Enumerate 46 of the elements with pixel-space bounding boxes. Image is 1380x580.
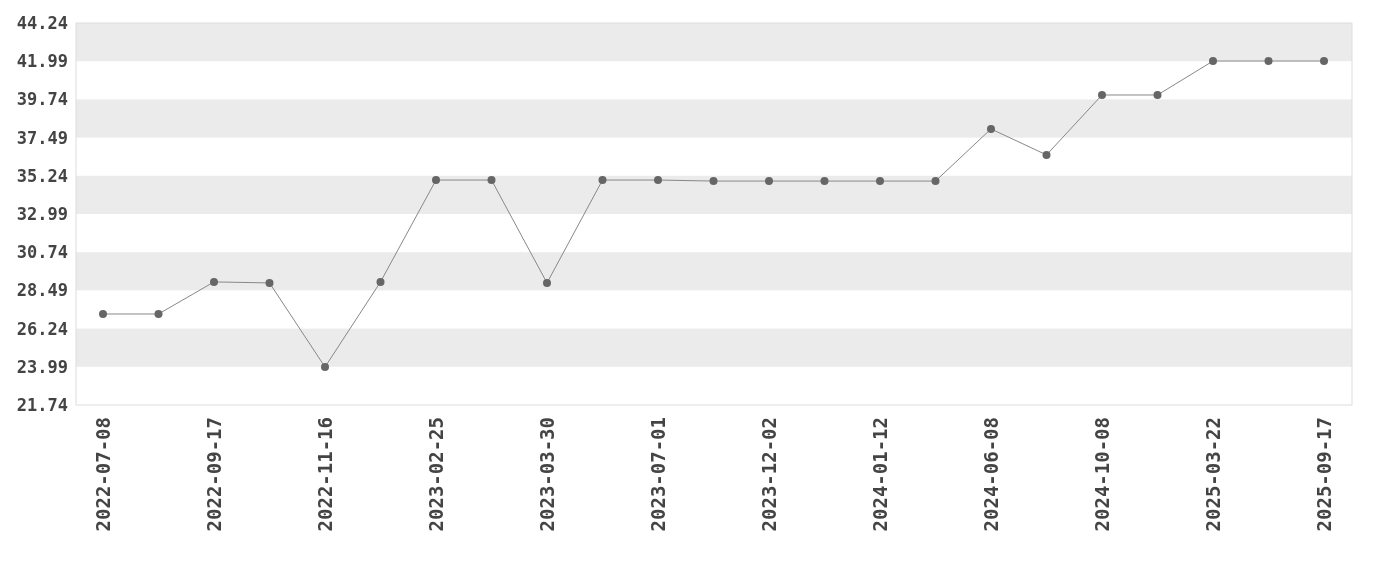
- y-tick-label: 37.49: [16, 127, 68, 148]
- point: [265, 278, 274, 287]
- x-tick-label: 2024-06-08: [979, 417, 1002, 532]
- x-tick-label: 2023-07-01: [646, 417, 669, 532]
- y-tick-label: 39.74: [16, 89, 68, 110]
- point: [1042, 150, 1051, 159]
- y-tick-label: 30.74: [16, 242, 68, 263]
- point: [1153, 90, 1162, 99]
- x-tick-label: 2023-03-30: [535, 417, 558, 532]
- y-tick-label: 41.99: [16, 51, 68, 72]
- y-tick-label: 21.74: [16, 394, 68, 415]
- point: [154, 310, 163, 318]
- y-tick-label: 35.24: [16, 165, 68, 186]
- y-tick-label: 26.24: [16, 318, 68, 339]
- point: [432, 176, 440, 185]
- point: [376, 277, 385, 286]
- point: [487, 176, 496, 185]
- point: [765, 177, 773, 186]
- point: [598, 176, 607, 185]
- point: [987, 124, 995, 133]
- x-tick-label: 2025-09-17: [1312, 417, 1335, 532]
- point: [210, 277, 218, 286]
- x-tick-label: 2023-02-25: [424, 417, 447, 532]
- y-tick-label: 23.99: [16, 356, 68, 377]
- x-tick-label: 2022-07-08: [91, 417, 114, 532]
- x-tick-label: 2024-01-12: [868, 417, 891, 532]
- point: [654, 176, 662, 185]
- y-tick-label: 32.99: [16, 203, 68, 224]
- point: [321, 362, 329, 371]
- point: [1320, 57, 1328, 66]
- point: [1098, 90, 1106, 99]
- x-tick-label: 2025-03-22: [1201, 417, 1224, 532]
- y-tick-label: 28.49: [16, 280, 68, 301]
- point: [543, 278, 551, 287]
- point: [99, 310, 107, 318]
- x-tick-label: 2024-10-08: [1090, 417, 1113, 532]
- point: [1264, 57, 1273, 66]
- point: [876, 177, 884, 186]
- point: [1209, 57, 1217, 66]
- point: [709, 177, 718, 186]
- x-tick-label: 2023-12-02: [757, 417, 780, 532]
- point: [931, 177, 940, 186]
- y-tick-label: 44.24: [16, 12, 68, 33]
- x-tick-label: 2022-11-16: [313, 417, 336, 532]
- point: [820, 177, 829, 186]
- x-tick-label: 2022-09-17: [202, 417, 225, 532]
